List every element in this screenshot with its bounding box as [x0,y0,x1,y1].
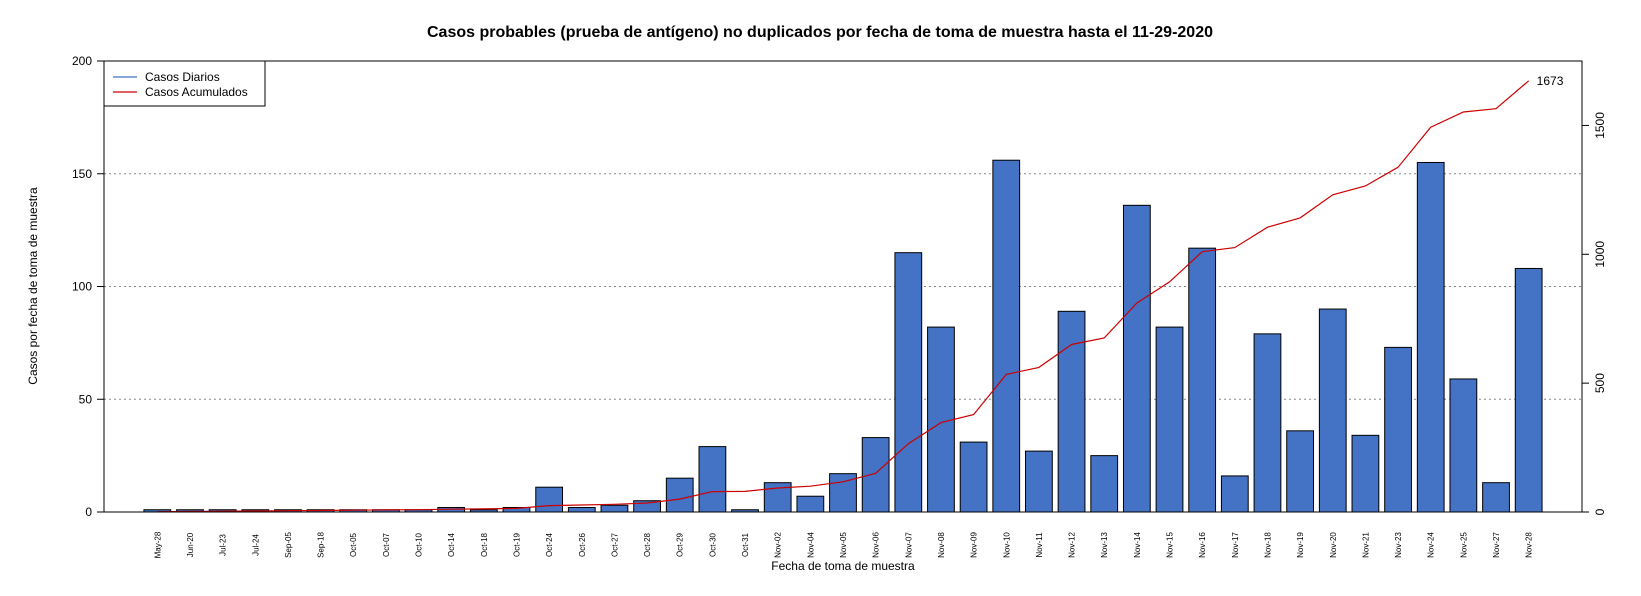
x-tick-label: Oct-26 [578,532,587,557]
x-tick-label: Nov-14 [1133,532,1142,558]
x-tick-label: Oct-19 [512,532,521,557]
y-tick-label: 50 [79,392,93,406]
x-tick-label: Nov-20 [1329,532,1338,558]
bar [1482,482,1510,513]
bar [698,446,727,513]
x-tick-label: Nov-02 [774,532,783,558]
x-tick-label: Nov-27 [1492,532,1501,558]
x-tick-label: Oct-24 [545,532,554,557]
x-tick-label: Oct-18 [480,532,489,557]
bar [959,441,988,513]
x-tick-label: Nov-10 [1002,532,1011,558]
bar [1188,247,1217,513]
x-tick-label: Jul-24 [251,534,260,556]
y-tick-label: 100 [72,280,92,294]
x-tick-label: Oct-27 [610,532,619,557]
x-tick-label: Nov-18 [1263,532,1272,558]
x-tick-label: Nov-13 [1100,532,1109,558]
bar [600,504,629,513]
x-tick-label: Nov-12 [1068,532,1077,558]
x-tick-label: Sep-05 [284,532,293,558]
bar [861,437,890,513]
y-axis-left: 0 50 100 150 200 [72,54,104,519]
bar [1351,434,1380,513]
cumulative-line [157,80,1530,513]
x-tick-label: Nov-25 [1459,532,1468,558]
x-tick-label: Nov-09 [970,532,979,558]
x-tick-label: Nov-11 [1035,532,1044,558]
y2-tick-label: 1000 [1593,241,1607,268]
bar [1122,204,1151,513]
legend: Casos Diarios Casos Acumulados [103,60,266,107]
x-axis: May-28 Jun-20 Jul-23 Jul-24 Sep-05 Sep-18 Oct-… [153,531,1533,558]
bar [1220,475,1249,513]
bar [535,486,564,513]
bar [1025,450,1053,513]
x-tick-label: Nov-21 [1361,532,1370,558]
y2-tick-label: 0 [1593,508,1607,515]
x-tick-label: Nov-23 [1394,532,1403,558]
legend-label-daily: Casos Diarios [145,70,220,84]
grid [104,173,1582,400]
x-tick-label: Nov-08 [937,532,946,558]
x-tick-label: Nov-28 [1525,532,1534,558]
y-axis-right: 0 500 1000 1500 [1582,112,1607,515]
x-tick-label: Oct-30 [708,532,717,557]
x-tick-label: Oct-07 [382,532,391,557]
x-tick-label: Oct-10 [415,532,424,557]
x-tick-label: Nov-19 [1296,532,1305,558]
bar [1057,310,1086,513]
x-tick-label: Oct-28 [643,532,652,557]
x-tick-label: Nov-06 [872,532,881,558]
x-tick-label: Jul-23 [219,534,228,556]
bar [1449,378,1478,513]
x-tick-label: Nov-04 [806,532,815,558]
bar [1253,333,1282,513]
bar [1514,267,1543,513]
x-tick-label: Nov-05 [839,532,848,558]
bar [1286,430,1315,513]
bars [143,159,1543,513]
legend-box [103,60,266,107]
bar [1318,308,1347,513]
x-tick-label: Oct-14 [447,532,456,557]
x-tick-label: Nov-15 [1166,532,1175,558]
x-tick-label: Nov-16 [1198,532,1207,558]
bar [1090,455,1119,513]
cumulative-end-label: 1673 [1537,74,1564,88]
x-tick-label: Nov-24 [1427,532,1436,558]
y2-tick-label: 1500 [1593,112,1607,139]
bar [829,473,857,513]
x-tick-label: Sep-18 [317,532,326,558]
x-tick-label: Oct-31 [741,532,750,557]
bar [894,252,923,513]
legend-label-cumulative: Casos Acumulados [145,85,248,99]
chart-title: Casos probables (prueba de antígeno) no … [427,24,1213,41]
x-tick-label: Jun-20 [186,532,195,557]
bar [1416,161,1445,513]
bar [992,159,1021,513]
x-tick-label: Nov-07 [904,532,913,558]
y-axis-label: Casos por fecha de toma de muestra [26,187,40,385]
bar [1155,326,1184,513]
y2-tick-label: 500 [1593,373,1607,393]
y-tick-label: 200 [72,54,92,68]
bar [665,477,694,513]
x-axis-label: Fecha de toma de muestra [771,559,915,573]
bar [927,326,955,513]
bar [796,495,825,513]
bar [1384,346,1412,513]
y-tick-label: 0 [85,505,92,519]
x-tick-label: Oct-05 [349,532,358,557]
bar [567,506,596,513]
x-tick-label: Nov-17 [1231,532,1240,558]
x-tick-label: Oct-29 [676,532,685,557]
cumulative-line-group [157,80,1530,513]
x-tick-label: May-28 [153,531,162,558]
y-tick-label: 150 [72,167,92,181]
